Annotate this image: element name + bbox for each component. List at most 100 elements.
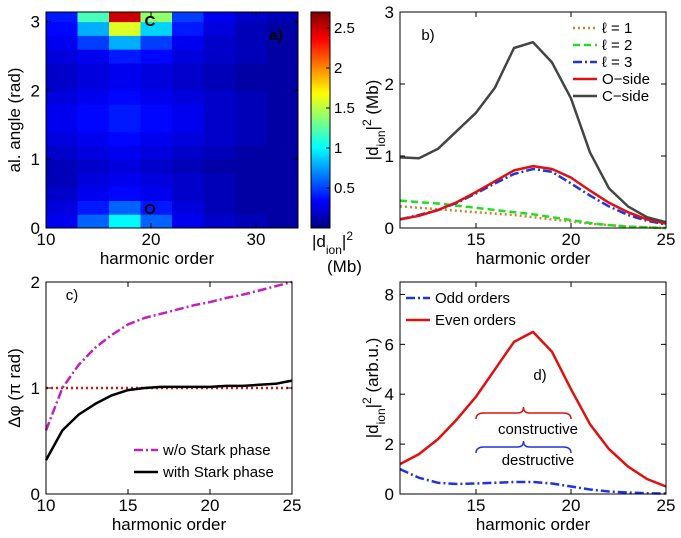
colorbar-step [311,212,330,215]
colorbar-step [311,126,330,129]
heat-cell [77,104,110,119]
heat-cell [77,49,110,64]
label-part: |d [363,146,382,160]
heat-cell [235,62,267,78]
colorbar-step [311,214,330,217]
colorbar-step [311,90,330,93]
colorbar-step [311,160,330,163]
colorbar-step [311,162,330,165]
colorbar-step [311,114,330,117]
heat-cell [172,186,204,201]
colorbar-step [311,60,330,63]
x-axis-label: harmonic order [476,515,591,534]
heat-cell [46,12,78,23]
heat-cell [46,21,78,36]
colorbar-tick-label: 0.5 [334,180,355,197]
colorbar-step [311,136,330,139]
colorbar-tick-label: 2.5 [334,20,355,37]
heat-cell [266,104,298,119]
colorbar-step [311,18,330,21]
heat-cell [172,12,204,23]
colorbar-step [311,224,330,227]
colorbar-step [311,226,330,229]
y-axis-label: Δφ (π rad) [5,348,24,427]
x-tick-label: 10 [37,230,56,249]
heat-cell [109,35,141,50]
colorbar-step [311,208,330,211]
colorbar-step [311,102,330,105]
label-part: | [363,126,382,130]
colorbar-step [311,72,330,75]
legend-label: with Stark phase [162,464,274,481]
heat-cell [203,104,236,119]
heat-cell [109,21,141,36]
colorbar-step [311,66,330,69]
x-tick-label: 25 [657,496,676,515]
colorbar-step [311,188,330,191]
heat-cell [140,49,173,64]
colorbar-step [311,210,330,213]
heat-cell [266,200,298,215]
line-series [399,467,667,495]
colorbar-step [311,164,330,167]
colorbar-step [311,68,330,71]
colorbar-step [311,132,330,135]
label-part: ion [374,408,388,424]
colorbar-step [311,158,330,161]
heat-cell [235,172,267,188]
y-tick-label: 8 [385,285,394,304]
annotation: a) [269,27,282,44]
heat-cell [172,214,204,228]
heat-cell [140,12,173,23]
heat-cell [46,35,78,50]
colorbar-step [311,134,330,137]
colorbar-step [311,130,330,133]
heat-cell [266,12,298,23]
heat-cell [46,186,78,201]
x-tick-label: 30 [247,230,266,249]
heat-cell [46,159,78,174]
x-axis-label: harmonic order [476,249,591,268]
colorbar-step [311,24,330,27]
heat-cell [77,131,110,146]
heat-cell [77,186,110,201]
heat-cell [203,12,236,23]
heat-cell [77,62,110,78]
heat-cell [235,21,267,36]
colorbar-step [311,218,330,221]
colorbar-step [311,168,330,171]
annotation: d) [533,367,546,384]
plot-frame [399,11,667,229]
heat-cell [172,76,204,91]
annotation: constructive [498,421,578,438]
colorbar-step [311,106,330,109]
heat-cell [140,200,173,215]
heat-cell [172,35,204,50]
plot-frame [399,281,667,495]
heat-cell [46,76,78,91]
heat-cell [235,90,267,105]
line-series [399,40,667,224]
heat-cell [172,21,204,36]
colorbar-frame [310,11,331,229]
heat-cell [77,172,110,188]
heat-cell [203,172,236,188]
colorbar-step [311,154,330,157]
colorbar-step [311,176,330,179]
heat-cell [140,76,173,91]
colorbar-tick-label: 1.5 [334,100,355,117]
colorbar-step [311,152,330,155]
heat-cell [203,49,236,64]
heat-cell [266,214,298,228]
x-tick-label: 25 [657,230,676,249]
heat-cell [140,214,173,228]
heat-cell [140,117,173,133]
x-tick-label: 15 [119,496,138,515]
y-tick-label: 0 [385,219,394,238]
heat-cell [172,145,204,160]
y-tick-label: 1 [31,379,40,398]
colorbar-step [311,148,330,151]
colorbar-step [311,166,330,169]
heat-cell [140,131,173,146]
y-tick-label: 2 [385,435,394,454]
